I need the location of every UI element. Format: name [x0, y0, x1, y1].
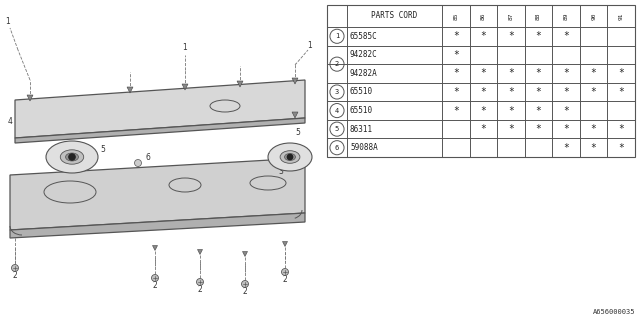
Text: 3: 3	[335, 89, 339, 95]
Text: 1: 1	[182, 44, 188, 52]
Text: *: *	[481, 68, 486, 78]
Text: *: *	[591, 124, 596, 134]
Text: *: *	[481, 106, 486, 116]
Text: 2: 2	[243, 287, 248, 296]
Polygon shape	[292, 78, 298, 84]
Text: *: *	[618, 68, 624, 78]
Circle shape	[69, 154, 75, 160]
Polygon shape	[15, 118, 305, 143]
Text: 1: 1	[6, 18, 10, 27]
Ellipse shape	[268, 143, 312, 171]
Text: *: *	[481, 124, 486, 134]
Ellipse shape	[65, 153, 79, 161]
Text: *: *	[563, 68, 569, 78]
Text: *: *	[591, 87, 596, 97]
Polygon shape	[292, 112, 298, 118]
Text: *: *	[508, 68, 514, 78]
Text: *: *	[618, 124, 624, 134]
Text: *: *	[563, 31, 569, 41]
Text: *: *	[563, 106, 569, 116]
Text: 1: 1	[308, 41, 312, 50]
Text: A656000035: A656000035	[593, 309, 635, 315]
Text: *: *	[508, 87, 514, 97]
Circle shape	[134, 159, 141, 166]
Text: *: *	[563, 124, 569, 134]
Text: *: *	[563, 143, 569, 153]
Text: *: *	[536, 124, 541, 134]
Text: 87: 87	[508, 12, 513, 20]
Circle shape	[12, 265, 19, 271]
Text: *: *	[508, 124, 514, 134]
Text: 3: 3	[278, 167, 283, 176]
Text: *: *	[591, 143, 596, 153]
Text: 1: 1	[335, 33, 339, 39]
Circle shape	[287, 154, 292, 160]
Text: 85: 85	[453, 12, 458, 20]
Text: *: *	[453, 106, 459, 116]
Text: 59088A: 59088A	[350, 143, 378, 152]
Text: *: *	[481, 31, 486, 41]
Text: 94282C: 94282C	[350, 50, 378, 59]
Text: *: *	[618, 87, 624, 97]
Text: *: *	[563, 87, 569, 97]
Text: 90: 90	[591, 12, 596, 20]
Polygon shape	[152, 245, 157, 251]
Text: 2: 2	[152, 281, 157, 290]
Text: *: *	[536, 68, 541, 78]
Text: *: *	[453, 68, 459, 78]
Polygon shape	[10, 213, 305, 238]
Text: 86311: 86311	[350, 125, 373, 134]
Ellipse shape	[285, 154, 296, 161]
Text: *: *	[536, 106, 541, 116]
Text: 65585C: 65585C	[350, 32, 378, 41]
Text: *: *	[508, 31, 514, 41]
Polygon shape	[27, 95, 33, 101]
Bar	[327, 5, 635, 157]
Text: 65510: 65510	[350, 87, 373, 97]
Text: PARTS CORD: PARTS CORD	[371, 12, 418, 20]
Text: 65510: 65510	[350, 106, 373, 115]
Text: *: *	[481, 87, 486, 97]
Text: 2: 2	[13, 271, 17, 280]
Text: *: *	[536, 87, 541, 97]
Text: 88: 88	[536, 12, 541, 20]
Text: 5: 5	[100, 145, 105, 154]
Text: 2: 2	[335, 61, 339, 67]
Text: 5: 5	[295, 128, 300, 137]
Ellipse shape	[60, 150, 84, 164]
Circle shape	[282, 268, 289, 276]
Polygon shape	[182, 84, 188, 90]
Text: 5: 5	[335, 126, 339, 132]
Polygon shape	[282, 242, 287, 246]
Text: 6: 6	[335, 145, 339, 151]
Text: *: *	[453, 87, 459, 97]
Text: *: *	[453, 31, 459, 41]
Text: 91: 91	[619, 12, 624, 20]
Polygon shape	[15, 80, 305, 138]
Text: 2: 2	[198, 285, 202, 294]
Text: 6: 6	[145, 153, 150, 162]
Circle shape	[152, 275, 159, 282]
Text: *: *	[536, 31, 541, 41]
Ellipse shape	[46, 141, 98, 173]
Circle shape	[196, 278, 204, 285]
Ellipse shape	[280, 151, 300, 163]
Text: 4: 4	[335, 108, 339, 114]
Text: 86: 86	[481, 12, 486, 20]
Text: 89: 89	[564, 12, 568, 20]
Text: 4: 4	[8, 117, 12, 126]
Text: *: *	[453, 50, 459, 60]
Polygon shape	[243, 252, 248, 257]
Polygon shape	[127, 87, 133, 93]
Circle shape	[241, 281, 248, 287]
Text: *: *	[591, 68, 596, 78]
Polygon shape	[198, 250, 202, 254]
Text: *: *	[618, 143, 624, 153]
Text: 94282A: 94282A	[350, 69, 378, 78]
Polygon shape	[237, 81, 243, 87]
Polygon shape	[10, 158, 305, 230]
Text: 2: 2	[283, 275, 287, 284]
Text: *: *	[508, 106, 514, 116]
